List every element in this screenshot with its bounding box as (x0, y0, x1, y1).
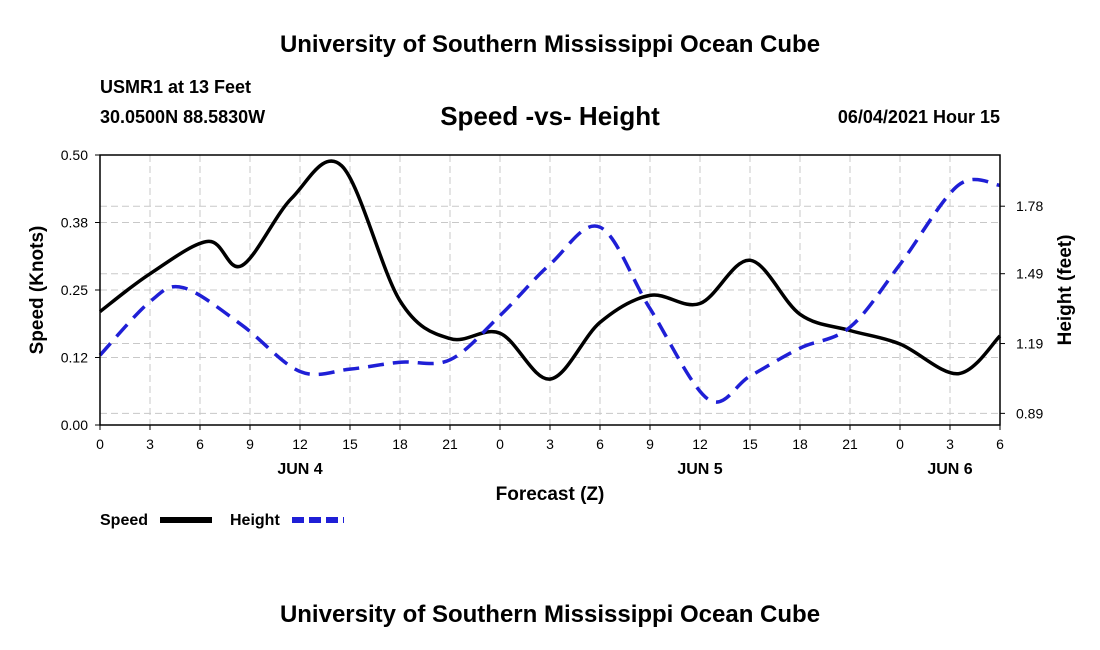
footer-title: University of Southern Mississippi Ocean… (279, 601, 821, 628)
x-axis-label: Forecast (Z) (496, 484, 605, 505)
tick-layer: 0 3 6 9 12 15 18 21 0 3 6 9 12 15 18 21 0 3 6 0.00 0.12 0.25 0… (61, 147, 1044, 478)
x-tick-label: 21 (842, 436, 858, 452)
x-tick-label: 9 (646, 436, 654, 452)
x-tick-label: 6 (996, 436, 1004, 452)
x-tick-label: 3 (546, 436, 554, 452)
x-tick-label: 0 (896, 436, 904, 452)
y2-tick-label: 1.78 (1016, 198, 1043, 214)
forecast-datetime: 06/04/2021 Hour 15 (837, 107, 1000, 127)
legend: Speed Height (100, 512, 344, 529)
x-tick-label: 18 (792, 436, 808, 452)
x-tick-label: 0 (96, 436, 104, 452)
x-tick-label: 21 (442, 436, 458, 452)
x-tick-label: 15 (742, 436, 758, 452)
height-series-line (98, 177, 1001, 404)
y-tick-label: 0.00 (61, 417, 88, 433)
y2-tick-label: 1.19 (1016, 336, 1043, 352)
x-tick-label: 18 (392, 436, 408, 452)
x-tick-label: 0 (496, 436, 504, 452)
y-tick-label: 0.25 (61, 282, 88, 298)
x-tick-label: 3 (946, 436, 954, 452)
x-tick-label: 12 (292, 436, 308, 452)
series-layer (98, 159, 1002, 404)
y-tick-label: 0.50 (61, 147, 88, 163)
y2-tick-label: 1.49 (1016, 266, 1043, 282)
y-axis-label: Speed (Knots) (27, 226, 48, 355)
chart-title: Speed -vs- Height (440, 101, 660, 131)
speed-series-line (98, 159, 1002, 381)
y2-tick-label: 0.89 (1016, 405, 1043, 421)
x-tick-label: 6 (596, 436, 604, 452)
page-title: University of Southern Mississippi Ocean… (279, 31, 821, 58)
y2-axis-label: Height (feet) (1055, 235, 1076, 346)
x-tick-label: 12 (692, 436, 708, 452)
x-tick-label: 15 (342, 436, 358, 452)
y-tick-label: 0.38 (61, 215, 88, 231)
date-label: JUN 5 (677, 461, 722, 478)
date-label: JUN 4 (277, 461, 322, 478)
station-label: USMR1 at 13 Feet (100, 77, 252, 97)
date-label: JUN 6 (927, 461, 972, 478)
y-tick-label: 0.12 (61, 350, 88, 366)
legend-label-speed: Speed (100, 512, 148, 529)
x-tick-label: 6 (196, 436, 204, 452)
coordinates-label: 30.0500N 88.5830W (100, 107, 266, 127)
grid-layer (100, 155, 1000, 425)
x-tick-label: 9 (246, 436, 254, 452)
x-tick-label: 3 (146, 436, 154, 452)
legend-label-height: Height (230, 512, 280, 529)
